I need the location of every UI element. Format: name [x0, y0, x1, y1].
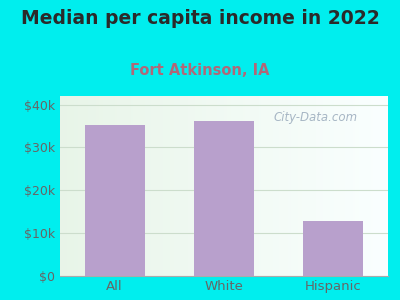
Bar [303, 221, 364, 276]
Text: Median per capita income in 2022: Median per capita income in 2022 [21, 9, 379, 28]
Text: City-Data.com: City-Data.com [274, 111, 358, 124]
Bar [194, 121, 254, 276]
Bar [85, 125, 145, 276]
Text: Fort Atkinson, IA: Fort Atkinson, IA [130, 63, 270, 78]
